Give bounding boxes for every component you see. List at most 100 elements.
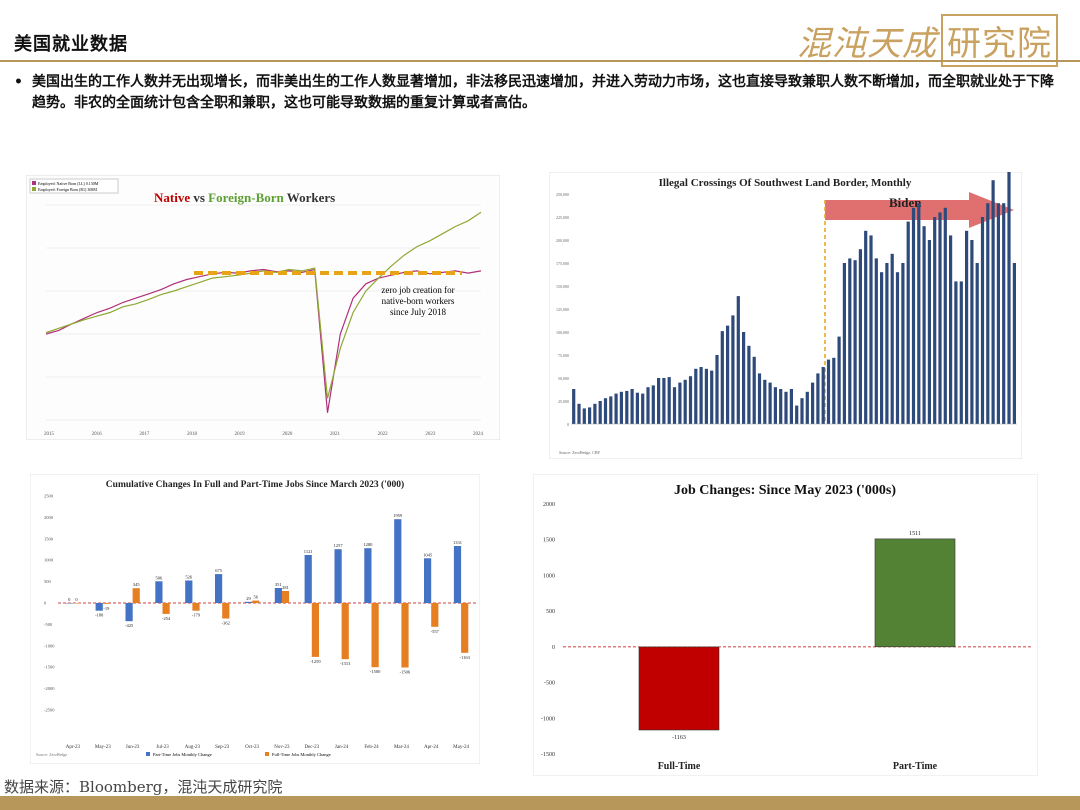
part-time-bar bbox=[874, 538, 956, 648]
y-tick-label: 50,000 bbox=[558, 376, 569, 382]
part-time-bar bbox=[244, 601, 253, 603]
y-tick-label: 100,000 bbox=[556, 330, 569, 336]
full-time-bar bbox=[132, 588, 140, 603]
y-tick-label: -1500 bbox=[44, 665, 55, 670]
crossings-bar bbox=[991, 180, 995, 424]
full-time-bar bbox=[72, 603, 81, 604]
brand-logo: 混沌天成 研究院 bbox=[797, 14, 1058, 67]
y-tick-label: 0 bbox=[567, 422, 569, 427]
y-tick-label: 500 bbox=[546, 609, 555, 615]
bullet-point: • 美国出生的工作人数并无出现增长，而非美出生的工作人数显著增加，非法移民迅速增… bbox=[14, 72, 1064, 114]
y-tick-label: 125,000 bbox=[556, 307, 569, 313]
full-time-bar bbox=[461, 603, 469, 653]
crossings-bar bbox=[917, 203, 921, 424]
crossings-bar bbox=[853, 260, 857, 424]
part-time-bar bbox=[185, 580, 193, 603]
crossings-bar bbox=[885, 263, 889, 424]
annotation-line-2: native-born workers bbox=[382, 296, 455, 306]
crossings-bar bbox=[1007, 148, 1011, 424]
bar-value-label: 0 bbox=[68, 597, 71, 602]
illegal-crossings-chart: Illegal Crossings Of Southwest Land Bord… bbox=[548, 148, 1023, 460]
x-tick-label: 2019 bbox=[235, 432, 246, 437]
bar-value-label: -180 bbox=[95, 613, 104, 618]
x-tick-label: Jun-23 bbox=[126, 745, 140, 750]
crossings-bar bbox=[880, 272, 884, 424]
y-tick-label: -500 bbox=[544, 681, 555, 687]
y-tick-label: 500 bbox=[44, 579, 52, 584]
y-tick-label: -2000 bbox=[44, 686, 55, 691]
native-vs-foreign-chart: Employed: Native Born (LL) 0.130M Employ… bbox=[25, 174, 501, 441]
crossings-bar bbox=[789, 389, 793, 424]
legend-part-time: Part-Time Jobs Monthly Change bbox=[153, 752, 212, 757]
crossings-bar bbox=[811, 382, 815, 424]
bar-value-label: -362 bbox=[222, 621, 230, 626]
bar-value-label: 1280 bbox=[363, 542, 373, 547]
crossings-bar bbox=[742, 332, 746, 424]
crossings-bar bbox=[1002, 203, 1006, 424]
crossings-bar bbox=[736, 296, 740, 424]
y-tick-label: 175,000 bbox=[556, 261, 569, 267]
crossings-bar bbox=[688, 376, 693, 424]
crossings-bar bbox=[678, 382, 682, 424]
bar-value-label: 351 bbox=[275, 582, 282, 587]
part-time-bar bbox=[334, 549, 342, 603]
crossings-bar bbox=[588, 407, 592, 424]
chart2-source: Source: ZeroHedge, CBP bbox=[559, 450, 601, 456]
crossings-bar bbox=[757, 373, 762, 424]
legend-box bbox=[29, 178, 119, 194]
x-tick-label: Dec-23 bbox=[304, 745, 319, 750]
x-category-label: Full-Time bbox=[658, 761, 701, 772]
bar-value-label: 1511 bbox=[909, 531, 921, 537]
bullet-text: 美国出生的工作人数并无出现增长，而非美出生的工作人数显著增加，非法移民迅速增加，… bbox=[32, 74, 1054, 111]
y-tick-label: -500 bbox=[44, 622, 53, 627]
y-tick-label: 250,000 bbox=[556, 192, 569, 198]
crossings-bar bbox=[662, 378, 666, 424]
crossings-bar bbox=[625, 390, 629, 424]
bar-value-label: -557 bbox=[431, 629, 440, 634]
part-time-bar bbox=[274, 588, 282, 603]
y-tick-label: 1500 bbox=[543, 538, 555, 544]
crossings-bar bbox=[826, 359, 831, 424]
full-time-bar bbox=[162, 603, 170, 614]
x-tick-label: Apr-23 bbox=[66, 745, 81, 750]
annotation-line-3: since July 2018 bbox=[390, 307, 446, 317]
y-tick-label: -1000 bbox=[541, 716, 555, 722]
crossings-bar bbox=[874, 258, 878, 424]
foreign-born-line bbox=[45, 211, 482, 399]
native-vs-foreign-svg: Employed: Native Born (LL) 0.130M Employ… bbox=[25, 174, 501, 441]
x-tick-label: May-24 bbox=[453, 745, 469, 750]
chart1-title: Native vs Foreign-Born Workers bbox=[154, 190, 335, 205]
page-title: 美国就业数据 bbox=[14, 34, 128, 55]
bullet-dot: • bbox=[14, 74, 23, 90]
footer-bar bbox=[0, 796, 1080, 810]
crossings-bar bbox=[954, 281, 958, 424]
crossings-bar bbox=[641, 393, 645, 424]
crossings-bar bbox=[779, 389, 783, 424]
cumulative-changes-chart: Cumulative Changes In Full and Part-Time… bbox=[29, 473, 481, 765]
crossings-bar bbox=[619, 391, 623, 424]
y-tick-label: 0 bbox=[552, 645, 555, 651]
full-time-bar bbox=[371, 603, 379, 668]
bar-value-label: -19 bbox=[103, 606, 110, 611]
x-tick-label: Aug-23 bbox=[185, 745, 201, 750]
crossings-bar bbox=[933, 217, 937, 424]
crossings-bar bbox=[816, 373, 820, 424]
crossings-bar bbox=[858, 249, 862, 424]
header-rule bbox=[0, 60, 1080, 62]
crossings-bar bbox=[704, 368, 708, 424]
cumulative-changes-svg: Cumulative Changes In Full and Part-Time… bbox=[29, 473, 481, 765]
crossings-bar bbox=[582, 408, 586, 424]
full-time-bar bbox=[311, 603, 319, 657]
legend-swatch-part-time bbox=[146, 752, 150, 756]
x-tick-label: 2021 bbox=[330, 432, 341, 437]
part-time-bar bbox=[394, 519, 402, 603]
legend-swatch-full-time bbox=[265, 752, 269, 756]
bar-value-label: 0 bbox=[75, 597, 78, 602]
x-category-label: Part-Time bbox=[893, 761, 938, 772]
x-tick-label: Apr-24 bbox=[424, 745, 439, 750]
crossings-bar bbox=[869, 235, 873, 424]
crossings-bar bbox=[694, 368, 698, 424]
job-changes-svg: Job Changes: Since May 2023 ('000s) 2000… bbox=[532, 473, 1039, 777]
x-tick-label: Mar-24 bbox=[394, 745, 409, 750]
y-tick-label: 2000 bbox=[44, 515, 54, 520]
